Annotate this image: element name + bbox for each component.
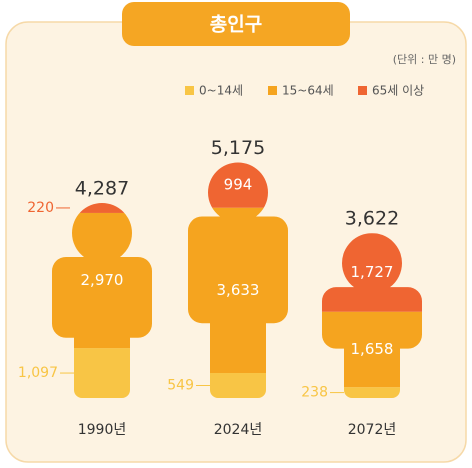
legend-swatch (185, 86, 194, 95)
unit-label: (단위 : 만 명) (393, 53, 456, 66)
value-label: 3,633 (217, 281, 260, 299)
legend-label: 65세 이상 (372, 84, 424, 98)
legend-label: 15~64세 (282, 84, 334, 98)
x-tick-label: 1990년 (78, 422, 127, 438)
value-label: 2,970 (81, 271, 124, 289)
x-tick-label: 2072년 (348, 422, 397, 438)
value-label: 1,658 (351, 340, 394, 358)
total-label: 4,287 (75, 177, 129, 199)
legend-label: 0~14세 (199, 84, 243, 98)
x-tick-label: 2024년 (214, 422, 263, 438)
value-label: 1,727 (351, 263, 394, 281)
value-label: 1,097 (18, 365, 58, 381)
chart-title: 총인구 (210, 14, 262, 36)
total-label: 3,622 (345, 208, 399, 230)
value-label: 549 (167, 378, 194, 394)
value-label: 220 (27, 200, 54, 216)
title-tab (122, 2, 350, 46)
total-label: 5,175 (211, 137, 265, 159)
segment (52, 202, 152, 213)
value-label: 994 (224, 176, 253, 194)
legend-swatch (268, 86, 277, 95)
segment (322, 387, 422, 398)
value-label: 238 (301, 385, 328, 401)
legend-swatch (358, 86, 367, 95)
